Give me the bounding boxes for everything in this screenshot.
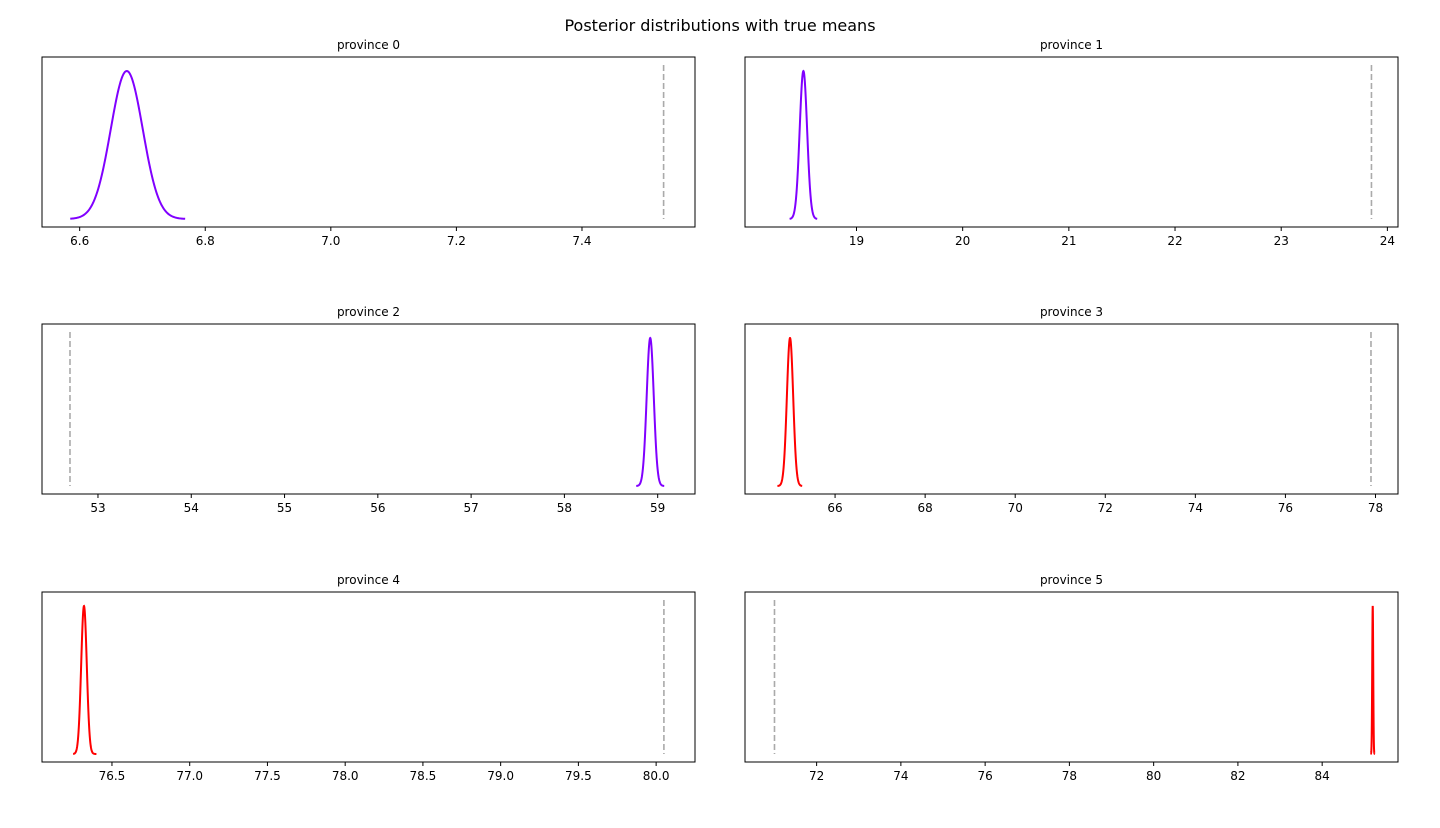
subplot-grid: province 0 6.6 6.8 7.0 7.2 7.4 province 1 19 20 2… [41, 38, 1399, 783]
axes-frame [744, 56, 1399, 228]
x-tick-label: 72 [809, 769, 824, 783]
subplot-5: province 5 72 74 76 78 80 82 84 [744, 573, 1399, 783]
x-tick-label: 76 [1278, 501, 1293, 515]
x-tick-label: 79.5 [565, 769, 592, 783]
x-tick-label: 22 [1167, 234, 1182, 248]
x-tick-label: 76.5 [99, 769, 126, 783]
posterior-curve [73, 604, 97, 755]
axes-frame [744, 591, 1399, 763]
x-tick-label: 78 [1368, 501, 1383, 515]
x-tick-label: 68 [917, 501, 932, 515]
axes-frame [41, 591, 696, 763]
subplot-title: province 3 [1040, 305, 1103, 319]
posterior-curve [1369, 605, 1376, 755]
x-tick-label: 7.0 [321, 234, 340, 248]
x-tick-label: 80.0 [643, 769, 670, 783]
axes-frame [744, 323, 1399, 495]
axes-frame [41, 56, 696, 228]
x-tick-label: 7.2 [447, 234, 466, 248]
x-tick-label: 23 [1274, 234, 1289, 248]
x-tick-label: 66 [827, 501, 842, 515]
figure-title: Posterior distributions with true means [564, 16, 875, 35]
x-tick-label: 77.5 [254, 769, 281, 783]
x-tick-label: 6.8 [196, 234, 215, 248]
x-tick-label: 24 [1380, 234, 1395, 248]
subplot-4: province 4 76.5 77.0 77.5 78.0 78.5 79.0 79.5 80… [41, 573, 696, 783]
subplot-3: province 3 66 68 70 72 74 76 78 [744, 305, 1399, 515]
x-tick-label: 58 [557, 501, 572, 515]
x-tick-label: 84 [1315, 769, 1330, 783]
x-tick-label: 78 [1062, 769, 1077, 783]
x-tick-label: 76 [977, 769, 992, 783]
posterior-curve [789, 69, 818, 220]
posterior-curve [777, 336, 803, 487]
x-tick-label: 70 [1008, 501, 1023, 515]
axes-frame [41, 323, 696, 495]
x-tick-label: 82 [1230, 769, 1245, 783]
subplot-title: province 4 [337, 573, 400, 587]
x-tick-label: 78.5 [410, 769, 437, 783]
x-tick-label: 59 [650, 501, 665, 515]
x-tick-label: 72 [1098, 501, 1113, 515]
x-tick-label: 78.0 [332, 769, 359, 783]
x-tick-label: 80 [1146, 769, 1161, 783]
x-tick-label: 6.6 [70, 234, 89, 248]
x-tick-label: 79.0 [487, 769, 514, 783]
subplot-title: province 2 [337, 305, 400, 319]
subplot-2: province 2 53 54 55 56 57 58 59 [41, 305, 696, 515]
x-tick-label: 77.0 [176, 769, 203, 783]
x-tick-label: 54 [184, 501, 199, 515]
x-tick-label: 74 [893, 769, 908, 783]
x-tick-label: 55 [277, 501, 292, 515]
x-tick-label: 20 [955, 234, 970, 248]
posterior-curve [636, 336, 665, 487]
x-tick-label: 56 [370, 501, 385, 515]
x-tick-label: 74 [1188, 501, 1203, 515]
x-tick-label: 57 [463, 501, 478, 515]
x-tick-label: 7.4 [572, 234, 591, 248]
x-tick-label: 19 [849, 234, 864, 248]
subplot-0: province 0 6.6 6.8 7.0 7.2 7.4 [41, 38, 696, 248]
x-tick-label: 53 [90, 501, 105, 515]
subplot-title: province 0 [337, 38, 400, 52]
x-tick-label: 21 [1061, 234, 1076, 248]
subplot-title: province 5 [1040, 573, 1103, 587]
subplot-title: province 1 [1040, 38, 1103, 52]
subplot-1: province 1 19 20 21 22 23 24 [744, 38, 1399, 248]
posterior-curve [70, 69, 186, 220]
